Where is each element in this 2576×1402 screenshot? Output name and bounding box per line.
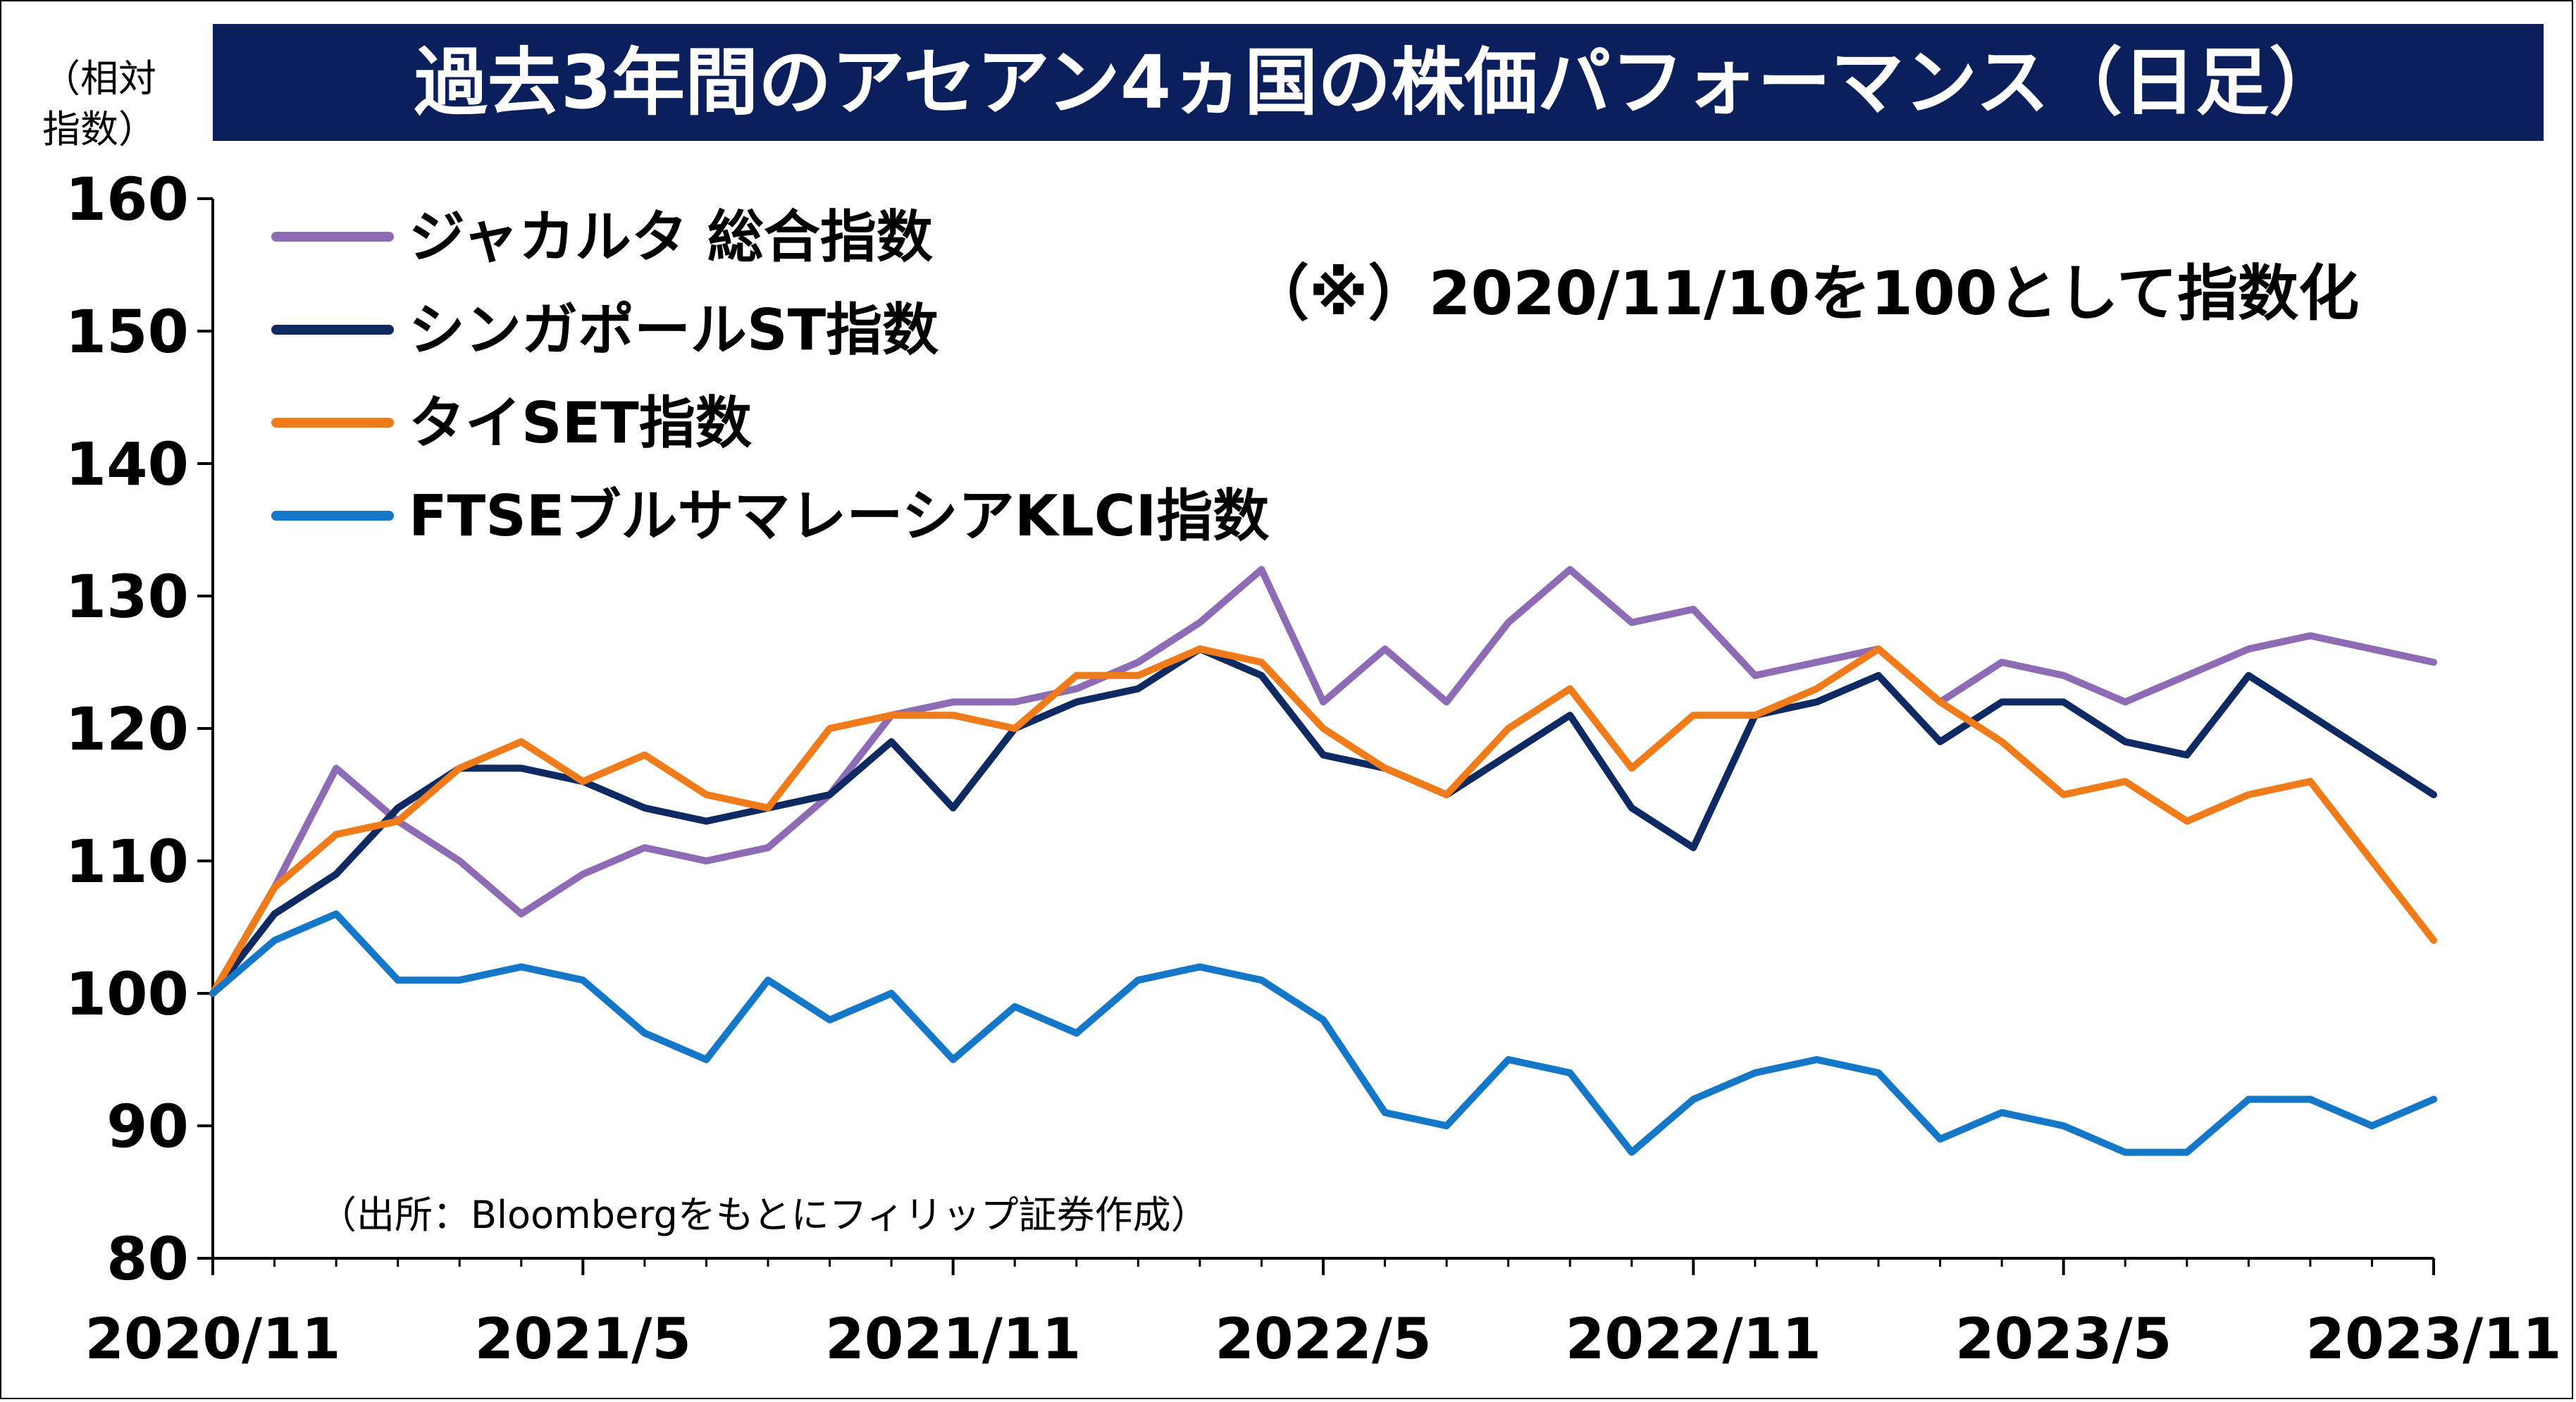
legend-label-1: ジャカルタ 総合指数 [409,204,933,270]
y-axis-label-line-1: （相対 [42,56,156,101]
index-note: （※）2020/11/10を100として指数化 [1249,259,2360,329]
y-tick-label: 160 [66,165,189,234]
x-tick-label: 2023/11 [2305,1306,2561,1372]
x-tick-label: 2023/5 [1955,1306,2172,1372]
chart-title: 過去3年間のアセアン4ヵ国の株価パフォーマンス（日足） [414,39,2343,125]
legend-label-3: タイSET指数 [409,390,752,456]
x-tick-label: 2022/11 [1566,1306,1821,1372]
series-line-4 [209,910,2437,1156]
series-line-3 [209,645,2437,997]
y-tick-label: 150 [66,297,189,366]
title-banner: 過去3年間のアセアン4ヵ国の株価パフォーマンス（日足） [213,24,2544,141]
y-tick-label: 120 [66,695,189,764]
x-tick-label: 2022/5 [1215,1306,1432,1372]
y-tick-label: 100 [66,960,189,1029]
y-tick-label: 80 [106,1224,189,1294]
y-tick-label: 90 [106,1092,189,1161]
y-axis-label-line-2: 指数） [42,107,156,151]
source-note: （出所：Bloombergをもとにフィリップ証券作成） [318,1193,1209,1237]
y-tick-label: 140 [66,430,189,499]
legend-label-2: シンガポールST指数 [409,297,939,363]
y-tick-label: 130 [66,562,189,631]
y-tick-label: 110 [66,827,189,896]
series-line-1 [209,566,2437,997]
x-tick-label: 2020/11 [85,1306,340,1372]
x-tick-label: 2021/11 [825,1306,1081,1372]
legend-label-4: FTSEブルサマレーシアKLCI指数 [409,483,1269,549]
y-axis-label: （相対 指数） [42,54,156,155]
x-tick-label: 2021/5 [475,1306,692,1372]
